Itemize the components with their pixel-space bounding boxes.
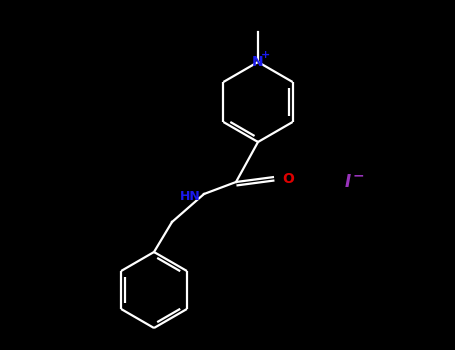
Text: +: + xyxy=(261,50,271,60)
Text: O: O xyxy=(282,172,294,186)
Text: HN: HN xyxy=(180,190,200,203)
Text: N: N xyxy=(252,55,264,69)
Text: I: I xyxy=(345,173,351,191)
Text: −: − xyxy=(352,168,364,182)
